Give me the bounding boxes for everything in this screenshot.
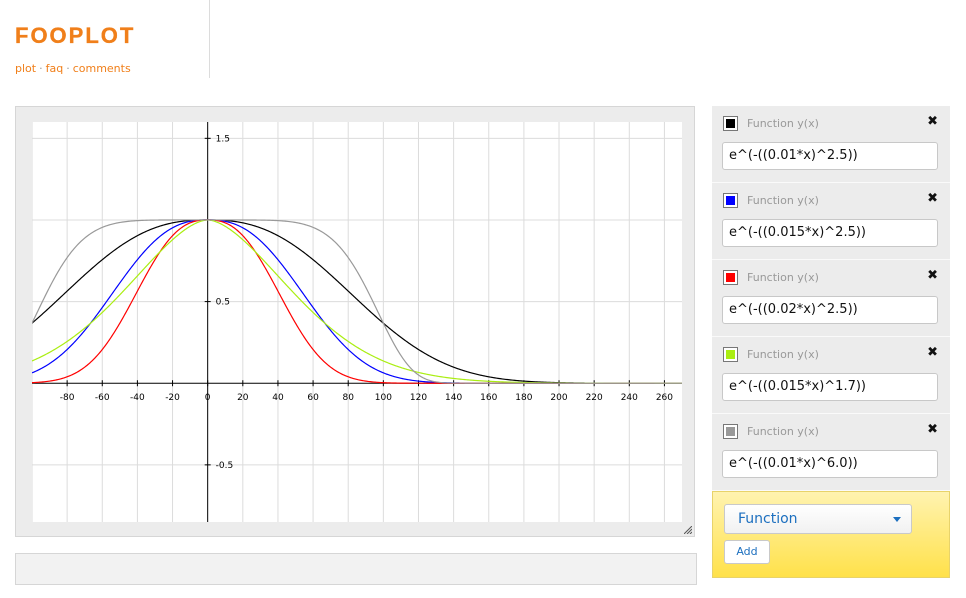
color-swatch[interactable]	[723, 116, 738, 131]
nav-separator: ·	[66, 62, 70, 75]
function-curve	[32, 219, 682, 384]
close-icon[interactable]: ✖	[927, 114, 938, 129]
nav-separator: ·	[39, 62, 43, 75]
function-panel: Function y(x) ✖ e^(-((0.015*x)^1.7))	[712, 337, 950, 414]
resize-grip-icon[interactable]	[684, 526, 692, 534]
x-tick-label: 200	[550, 393, 567, 403]
x-tick-label: 80	[342, 393, 354, 403]
x-tick-label: 20	[237, 393, 249, 403]
fooplot-logo[interactable]: FOOPLOT	[15, 24, 185, 46]
function-type-label: Function y(x)	[747, 194, 819, 207]
x-tick-label: 0	[205, 393, 211, 403]
function-expression-input[interactable]: e^(-((0.015*x)^1.7))	[722, 373, 938, 401]
color-swatch[interactable]	[723, 270, 738, 285]
close-icon[interactable]: ✖	[927, 422, 938, 437]
y-tick-label: 1.5	[216, 134, 230, 144]
x-tick-label: 220	[586, 393, 603, 403]
close-icon[interactable]: ✖	[927, 268, 938, 283]
chevron-down-icon	[893, 517, 901, 522]
function-expression-input[interactable]: e^(-((0.02*x)^2.5))	[722, 296, 938, 324]
x-tick-label: 100	[375, 393, 392, 403]
nav-comments-link[interactable]: comments	[72, 62, 131, 75]
y-tick-label: -0.5	[216, 461, 234, 471]
plot-tick-labels: -80 -60 -40 -20 0 20 40 60 80 100 120 140 160 180 200 2…	[60, 134, 674, 471]
header-divider	[209, 0, 210, 78]
x-tick-label: 180	[515, 393, 532, 403]
x-tick-label: 160	[480, 393, 497, 403]
color-swatch[interactable]	[723, 424, 738, 439]
function-expression-input[interactable]: e^(-((0.01*x)^6.0))	[722, 450, 938, 478]
x-tick-label: 40	[272, 393, 284, 403]
function-expression-input[interactable]: e^(-((0.015*x)^2.5))	[722, 219, 938, 247]
x-tick-label: -40	[130, 393, 145, 403]
plot-background	[32, 122, 682, 522]
x-tick-label: 120	[410, 393, 427, 403]
plot-curves	[32, 219, 682, 384]
plot-container: -80 -60 -40 -20 0 20 40 60 80 100 120 140 160 180 200 2…	[15, 106, 695, 537]
function-type-label: Function y(x)	[747, 271, 819, 284]
add-function-panel: Function Add	[712, 491, 950, 578]
nav-plot-link[interactable]: plot	[15, 62, 37, 75]
plot-grid	[32, 122, 682, 522]
function-panel: Function y(x) ✖ e^(-((0.01*x)^2.5))	[712, 106, 950, 183]
plot-canvas[interactable]: -80 -60 -40 -20 0 20 40 60 80 100 120 140 160 180 200 2…	[32, 122, 682, 522]
plot-type-select[interactable]: Function	[724, 504, 912, 534]
add-button[interactable]: Add	[724, 540, 770, 564]
function-expression-input[interactable]: e^(-((0.01*x)^2.5))	[722, 142, 938, 170]
x-tick-label: -60	[95, 393, 110, 403]
function-type-label: Function y(x)	[747, 425, 819, 438]
x-tick-label: -80	[60, 393, 75, 403]
function-panel: Function y(x) ✖ e^(-((0.01*x)^6.0))	[712, 414, 950, 491]
y-tick-label: 0.5	[216, 298, 230, 308]
nav-faq-link[interactable]: faq	[45, 62, 64, 75]
x-tick-label: 60	[307, 393, 319, 403]
x-tick-label: -20	[165, 393, 180, 403]
top-nav: plot · faq · comments	[15, 62, 131, 75]
function-type-label: Function y(x)	[747, 348, 819, 361]
close-icon[interactable]: ✖	[927, 191, 938, 206]
function-panel: Function y(x) ✖ e^(-((0.02*x)^2.5))	[712, 260, 950, 337]
x-tick-label: 260	[656, 393, 673, 403]
function-panel: Function y(x) ✖ e^(-((0.015*x)^2.5))	[712, 183, 950, 260]
logo-text: FOOPLOT	[15, 24, 135, 46]
color-swatch[interactable]	[723, 193, 738, 208]
color-swatch[interactable]	[723, 347, 738, 362]
function-type-label: Function y(x)	[747, 117, 819, 130]
status-bar	[15, 553, 697, 585]
x-tick-label: 140	[445, 393, 462, 403]
plot-type-value: Function	[738, 511, 798, 527]
close-icon[interactable]: ✖	[927, 345, 938, 360]
x-tick-label: 240	[621, 393, 638, 403]
